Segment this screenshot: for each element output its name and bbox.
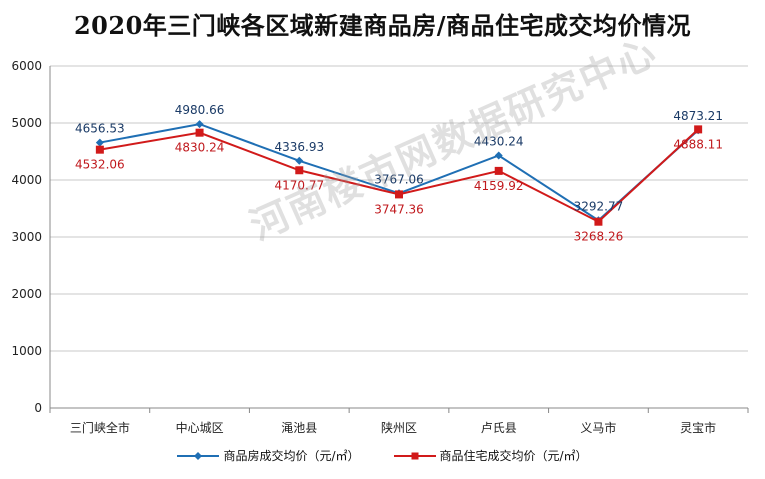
y-tick-label: 6000 xyxy=(11,59,42,73)
data-label: 4430.24 xyxy=(474,134,524,148)
x-tick-label: 中心城区 xyxy=(176,420,224,435)
y-tick-label: 3000 xyxy=(11,230,42,244)
x-tick-label: 陕州区 xyxy=(381,420,417,435)
data-point-marker xyxy=(195,120,204,129)
data-labels: 4656.53 4980.66 4336.93 3767.06 4430.24 3292.… xyxy=(75,103,723,244)
data-label: 4159.92 xyxy=(474,179,524,193)
y-tick-label: 2000 xyxy=(11,287,42,301)
y-tick-label: 4000 xyxy=(11,173,42,187)
data-point-marker xyxy=(295,166,304,175)
y-tick-label: 1000 xyxy=(11,344,42,358)
data-label: 4980.66 xyxy=(175,103,225,117)
x-tick-label: 义马市 xyxy=(580,420,616,435)
legend-marker-square-icon xyxy=(393,452,436,459)
data-label: 4873.21 xyxy=(673,109,723,123)
data-label: 4170.77 xyxy=(274,178,324,192)
x-tick-label: 灵宝市 xyxy=(680,420,716,435)
data-label: 4888.11 xyxy=(673,137,723,151)
data-label: 4830.24 xyxy=(175,141,225,155)
data-label: 4336.93 xyxy=(274,140,324,154)
legend-label-series-1: 商品房成交均价（元/㎡） xyxy=(223,449,360,463)
data-point-marker xyxy=(195,128,204,137)
data-label: 3747.36 xyxy=(374,202,424,216)
data-label: 3268.26 xyxy=(574,230,624,244)
data-point-marker xyxy=(494,151,503,160)
data-label: 3767.06 xyxy=(374,172,424,186)
y-tick-label: 5000 xyxy=(11,116,42,130)
legend-label-series-2: 商品住宅成交均价（元/㎡） xyxy=(439,449,588,463)
data-point-marker xyxy=(694,125,703,134)
data-point-marker xyxy=(395,190,403,199)
legend-marker-diamond-icon xyxy=(177,451,220,460)
legend-item-series-2: 商品住宅成交均价（元/㎡） xyxy=(393,447,588,464)
gridlines xyxy=(50,65,748,409)
data-label: 4656.53 xyxy=(75,122,125,136)
x-tick-label: 卢氏县 xyxy=(481,420,517,435)
data-point-marker xyxy=(95,138,104,147)
y-tick-label: 0 xyxy=(34,401,42,415)
data-label: 3292.77 xyxy=(574,199,624,213)
legend: 商品房成交均价（元/㎡） 商品住宅成交均价（元/㎡） xyxy=(0,447,765,464)
legend-item-series-1: 商品房成交均价（元/㎡） xyxy=(177,447,360,464)
x-tick-label: 渑池县 xyxy=(281,421,317,435)
data-point-marker xyxy=(295,156,304,165)
chart-title: 2020年三门峡各区域新建商品房/商品住宅成交均价情况 xyxy=(73,11,692,40)
axes: 0 1000 2000 3000 4000 5000 6000 三门峡全市 中心城区 渑池县 陕州区… xyxy=(11,59,749,435)
series-layer xyxy=(95,120,703,226)
data-point-marker xyxy=(95,145,104,154)
data-label: 4532.06 xyxy=(75,158,125,172)
data-point-marker xyxy=(494,166,503,175)
data-point-marker xyxy=(594,217,603,226)
x-tick-label: 三门峡全市 xyxy=(70,420,130,435)
